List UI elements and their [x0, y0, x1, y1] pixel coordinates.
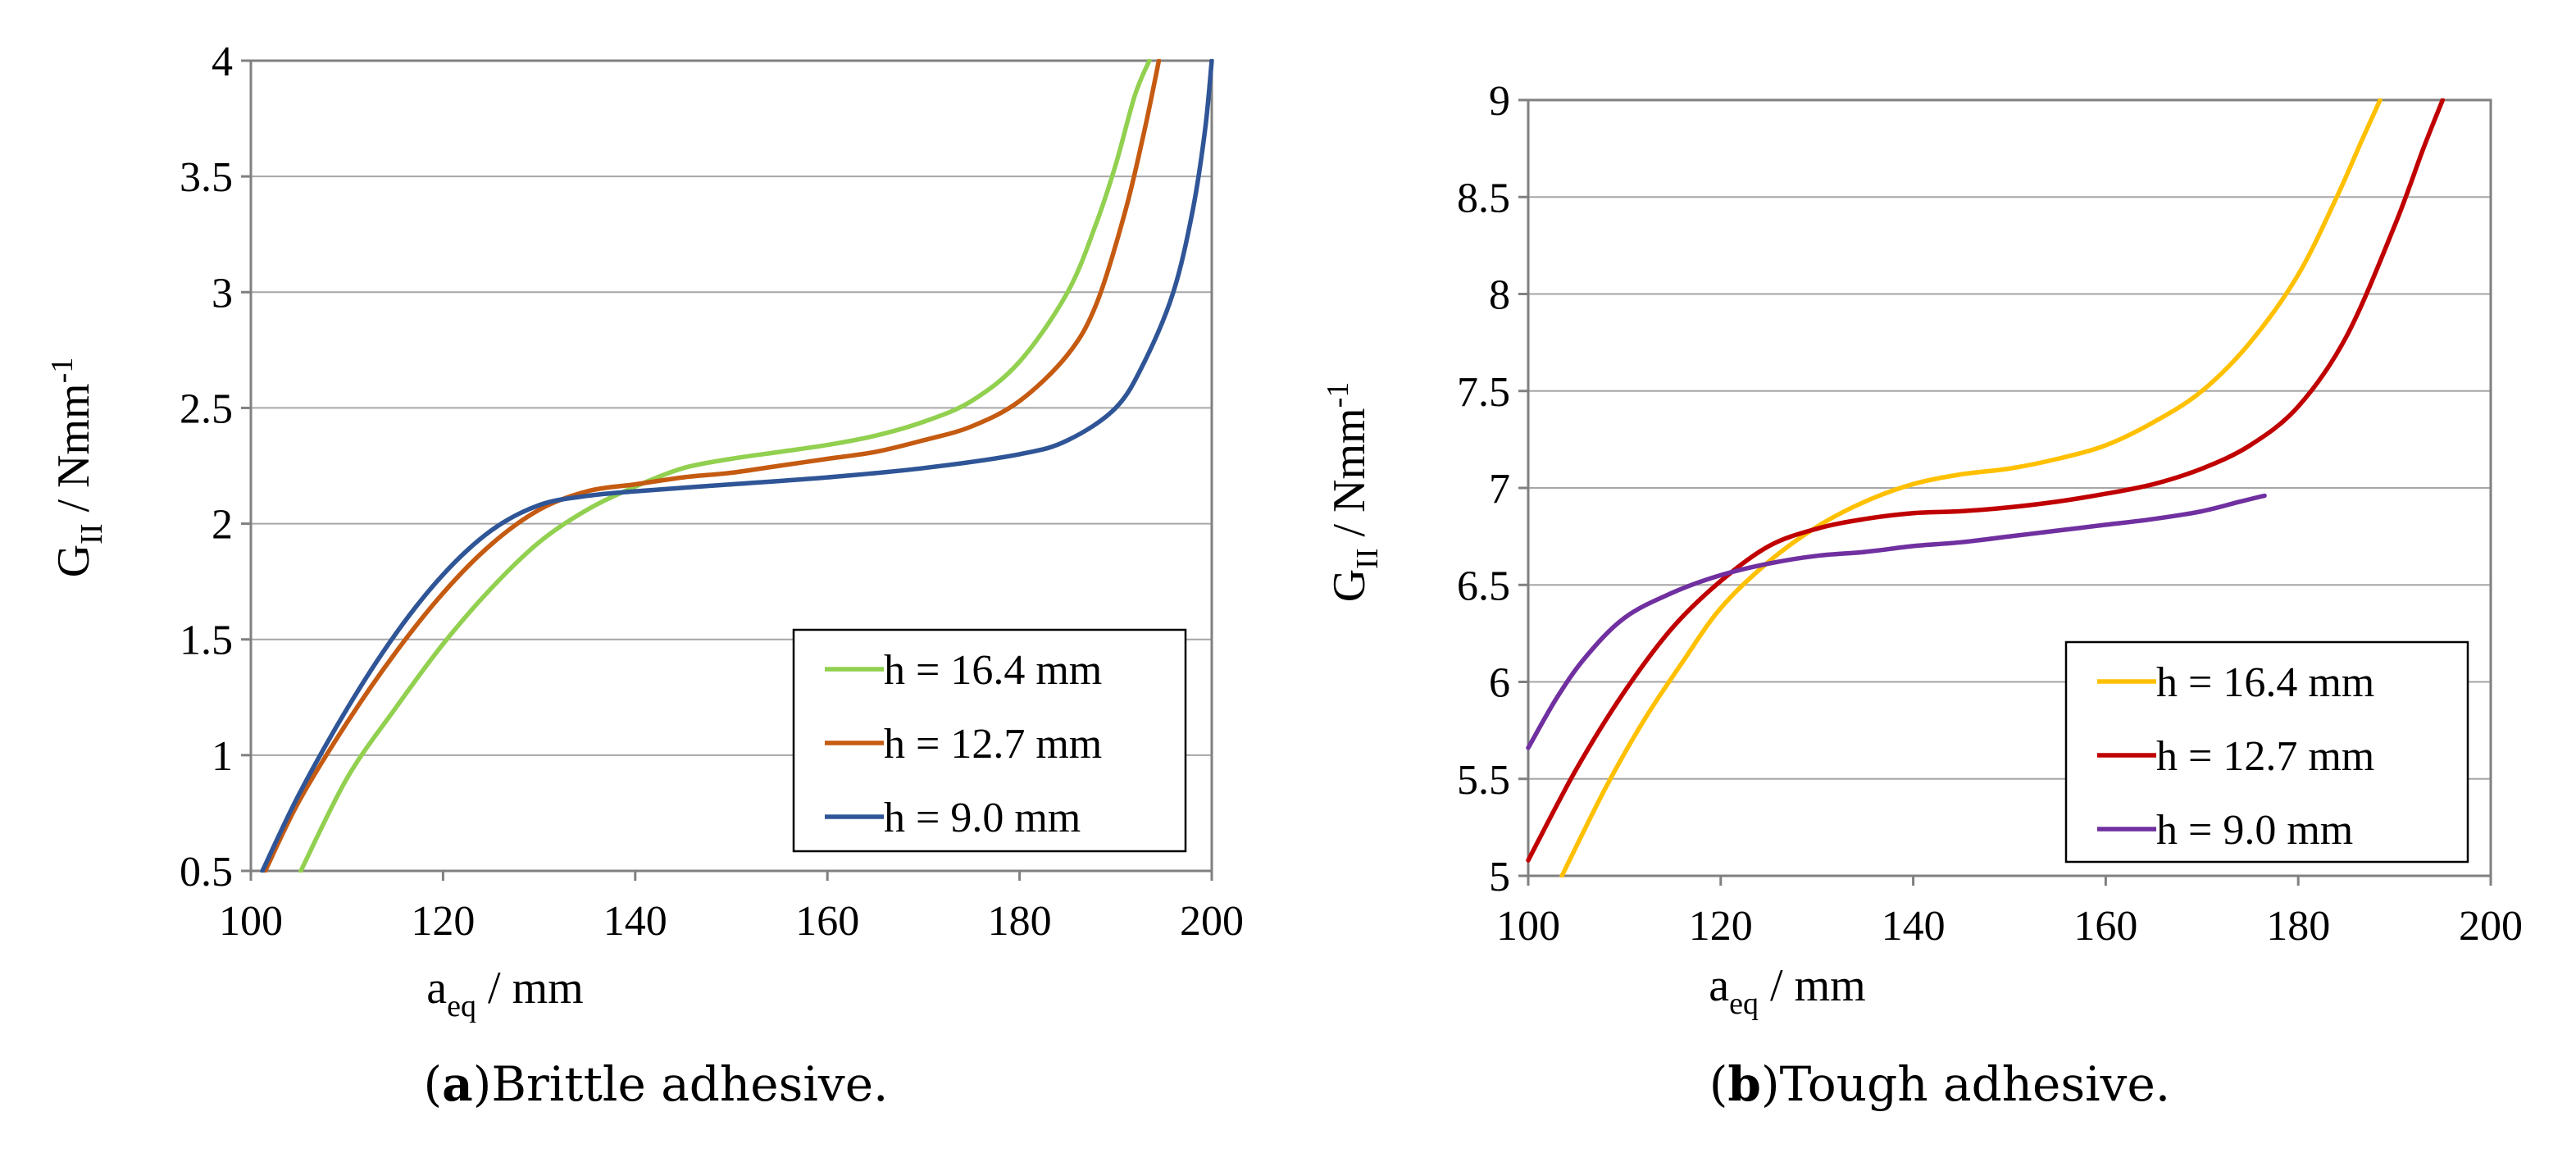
chart-a-series-line-2: [262, 59, 1162, 873]
chart-a-y-tick-label: 1.5: [180, 618, 233, 664]
chart-a-series-line-1: [298, 59, 1152, 873]
chart-b-series-line-1: [1559, 98, 2383, 877]
chart-a-y-tick-label: 2.5: [180, 385, 233, 432]
chart-b-y-tick-label: 7.5: [1457, 369, 1510, 416]
chart-b-y-tick-label: 8.5: [1457, 175, 1510, 221]
chart-a-x-tick-label: 180: [988, 898, 1052, 945]
chart-b-x-tick-label: 160: [2073, 903, 2137, 950]
chart-b-y-tick-label: 8: [1489, 272, 1510, 319]
chart-a-caption: (a)Brittle adhesive.: [424, 1056, 889, 1112]
chart-b-series-line-2: [1526, 98, 2446, 863]
chart-b-y-tick-label: 5: [1489, 854, 1510, 900]
chart-a-y-tick-label: 0.5: [180, 849, 233, 896]
chart-a-x-tick-label: 100: [219, 898, 283, 945]
chart-b-legend-box: [2064, 640, 2469, 864]
chart-a-y-tick-label: 3.5: [180, 154, 233, 201]
chart-b-series: [1526, 98, 2446, 877]
chart-b-x-tick-labels: 100 120 140 160 180 200: [1496, 903, 2523, 950]
chart-a-legend-label-2: h = 12.7 mm: [884, 721, 1102, 768]
chart-a-y-tick-label: 1: [212, 733, 233, 780]
chart-b-y-tick-labels: 5 5.5 6 6.5 7 7.5 8 8.5 9: [1457, 78, 1510, 900]
chart-b-y-axis-label: GII / Nmm-1: [1321, 382, 1385, 603]
chart-a-legend-label-3: h = 9.0 mm: [884, 795, 1081, 841]
chart-a-x-tick-label: 140: [603, 898, 667, 945]
chart-b-y-tick-label: 6: [1489, 660, 1510, 707]
chart-b-caption: (b)Tough adhesive.: [1709, 1056, 2170, 1112]
chart-b-x-axis-label: aeq / mm: [1709, 960, 1865, 1021]
chart-b-legend-label-2: h = 12.7 mm: [2156, 733, 2374, 780]
chart-a-y-tick-label: 2: [212, 502, 233, 549]
chart-b-legend-label-1: h = 16.4 mm: [2156, 659, 2374, 706]
chart-b-y-tick-label: 5.5: [1457, 757, 1510, 804]
chart-b-y-tick-label: 6.5: [1457, 563, 1510, 609]
chart-b-y-tick-label: 7: [1489, 466, 1510, 513]
chart-a-legend-box: [792, 628, 1187, 853]
chart-a-x-axis-label: aeq / mm: [426, 963, 583, 1023]
chart-a-y-tick-label: 4: [212, 39, 233, 85]
chart-b-x-tick-label: 120: [1689, 903, 1753, 950]
chart-a-x-tick-label: 120: [411, 898, 475, 945]
chart-b: 5 5.5 6 6.5 7 7.5 8 8.5 9 100 120 140 160 180 200 h =…: [1321, 78, 2523, 1112]
chart-a-legend-label-1: h = 16.4 mm: [884, 647, 1102, 694]
chart-b-x-tick-label: 140: [1882, 903, 1946, 950]
chart-a-y-axis-label: GII / Nmm-1: [45, 358, 109, 578]
chart-a-x-tick-labels: 100 120 140 160 180 200: [219, 898, 1244, 945]
chart-a-x-tick-label: 200: [1180, 898, 1244, 945]
chart-a-legend: h = 16.4 mm h = 12.7 mm h = 9.0 mm: [792, 628, 1187, 853]
chart-b-series-line-3: [1526, 493, 2267, 750]
chart-b-legend-label-3: h = 9.0 mm: [2156, 807, 2353, 854]
chart-b-x-tick-label: 200: [2459, 903, 2523, 950]
chart-a-y-tick-label: 3: [212, 270, 233, 317]
chart-a-x-tick-label: 160: [795, 898, 859, 945]
chart-b-y-tick-label: 9: [1489, 78, 1510, 125]
chart-b-plot-frame: [1527, 98, 2492, 877]
chart-b-x-tick-label: 100: [1496, 903, 1560, 950]
chart-a-series-line-3: [260, 59, 1214, 873]
chart-b-legend: h = 16.4 mm h = 12.7 mm h = 9.0 mm: [2064, 640, 2469, 864]
chart-a: 0.5 1 1.5 2 2.5 3 3.5 4 100 120 140 160 180 200 h = …: [45, 39, 1244, 1112]
chart-a-series: [260, 59, 1214, 873]
chart-a-y-tick-labels: 0.5 1 1.5 2 2.5 3 3.5 4: [180, 39, 233, 896]
chart-a-plot-frame: [249, 59, 1213, 873]
chart-b-x-tick-label: 180: [2266, 903, 2330, 950]
